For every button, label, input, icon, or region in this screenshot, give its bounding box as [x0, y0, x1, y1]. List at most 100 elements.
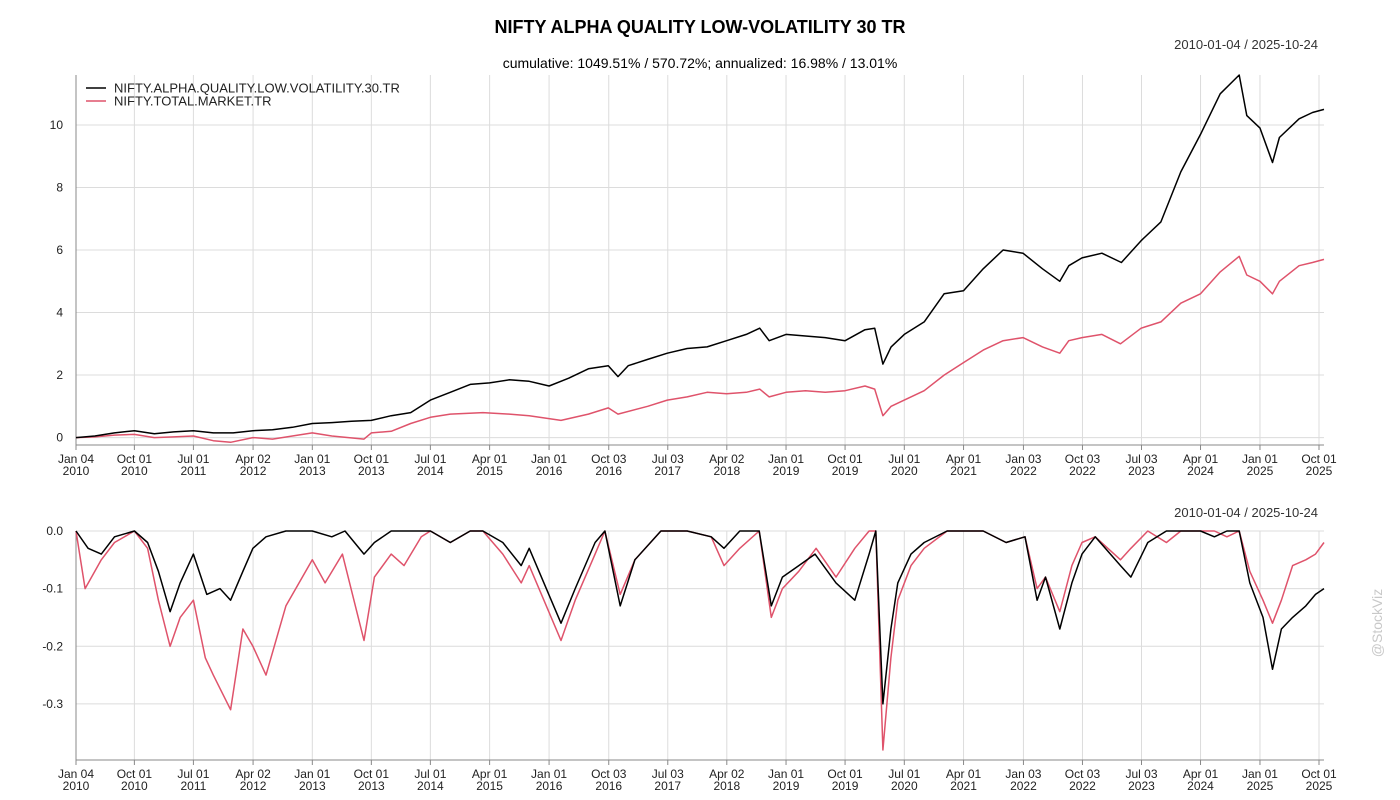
bottom-xtick-year: 2016	[595, 779, 622, 793]
top-xtick-label: Oct 01	[827, 452, 863, 466]
top-xtick-label: Oct 01	[354, 452, 390, 466]
bottom-xtick-year: 2011	[180, 779, 206, 793]
top-xtick-year: 2022	[1010, 464, 1037, 478]
bottom-xtick-label: Apr 02	[709, 767, 745, 781]
top-xtick-label: Oct 01	[117, 452, 153, 466]
bottom-xtick-label: Jul 03	[1125, 767, 1157, 781]
top-xtick-year: 2017	[654, 464, 681, 478]
top-xtick-year: 2019	[832, 464, 859, 478]
top-xtick-label: Jan 04	[58, 452, 94, 466]
bottom-xtick-year: 2015	[476, 779, 503, 793]
chart-subtitle: cumulative: 1049.51% / 570.72%; annualiz…	[502, 55, 898, 71]
top-ytick-label: 8	[56, 181, 63, 195]
bottom-xtick-label: Apr 01	[472, 767, 508, 781]
bottom-xtick-label: Jul 01	[888, 767, 920, 781]
bottom-xtick-label: Jul 03	[652, 767, 684, 781]
top-xtick-year: 2020	[891, 464, 918, 478]
bottom-xtick-year: 2012	[240, 779, 267, 793]
chart-title: NIFTY ALPHA QUALITY LOW-VOLATILITY 30 TR	[494, 17, 906, 37]
top-xtick-label: Apr 01	[472, 452, 508, 466]
top-xtick-label: Jan 03	[1005, 452, 1041, 466]
bottom-xtick-year: 2025	[1306, 779, 1333, 793]
top-xtick-label: Jul 01	[414, 452, 446, 466]
top-xtick-year: 2018	[713, 464, 740, 478]
top-xtick-label: Oct 03	[1065, 452, 1101, 466]
bottom-xtick-year: 2020	[891, 779, 918, 793]
bottom-xtick-year: 2019	[832, 779, 859, 793]
top-xtick-label: Jul 03	[1125, 452, 1157, 466]
bottom-xtick-label: Oct 01	[117, 767, 153, 781]
top-xtick-label: Jul 01	[888, 452, 920, 466]
bottom-xtick-label: Jan 01	[768, 767, 804, 781]
top-xtick-label: Jul 03	[652, 452, 684, 466]
top-xtick-year: 2023	[1128, 464, 1155, 478]
top-xtick-label: Oct 03	[591, 452, 627, 466]
bottom-xtick-label: Jan 04	[58, 767, 94, 781]
top-ytick-label: 2	[56, 368, 63, 382]
top-xtick-year: 2010	[63, 464, 90, 478]
bottom-series-line-1	[75, 530, 1325, 751]
bottom-xtick-label: Oct 01	[354, 767, 390, 781]
top-xtick-year: 2014	[417, 464, 444, 478]
bottom-xtick-label: Oct 01	[827, 767, 863, 781]
top-ytick-label: 0	[56, 431, 63, 445]
top-xtick-year: 2015	[476, 464, 503, 478]
bottom-xtick-year: 2013	[358, 779, 385, 793]
top-xtick-label: Jan 01	[531, 452, 567, 466]
bottom-xtick-year: 2010	[63, 779, 90, 793]
bottom-xtick-year: 2017	[654, 779, 681, 793]
bottom-xtick-year: 2022	[1069, 779, 1096, 793]
top-xtick-year: 2016	[595, 464, 622, 478]
top-xtick-label: Apr 01	[946, 452, 982, 466]
legend: NIFTY.ALPHA.QUALITY.LOW.VOLATILITY.30.TR…	[86, 81, 400, 109]
bottom-xtick-year: 2010	[121, 779, 148, 793]
bottom-xtick-label: Oct 03	[1065, 767, 1101, 781]
bottom-xtick-label: Apr 01	[1183, 767, 1219, 781]
bottom-xtick-year: 2022	[1010, 779, 1037, 793]
bottom-xtick-label: Jan 01	[1242, 767, 1278, 781]
bottom-xtick-label: Jul 01	[414, 767, 446, 781]
top-xtick-label: Apr 02	[235, 452, 271, 466]
bottom-xtick-label: Jul 01	[177, 767, 209, 781]
top-ytick-label: 10	[50, 118, 64, 132]
top-xtick-label: Jan 01	[1242, 452, 1278, 466]
bottom-xtick-label: Jan 03	[1005, 767, 1041, 781]
bottom-xtick-year: 2023	[1128, 779, 1155, 793]
top-xtick-label: Jan 01	[294, 452, 330, 466]
bottom-ytick-label: -0.3	[42, 697, 63, 711]
bottom-xtick-year: 2021	[950, 779, 977, 793]
top-xtick-year: 2013	[299, 464, 326, 478]
legend-label-1: NIFTY.TOTAL.MARKET.TR	[114, 94, 271, 109]
top-xtick-label: Oct 01	[1301, 452, 1337, 466]
bottom-xtick-year: 2024	[1187, 779, 1214, 793]
top-xtick-year: 2025	[1306, 464, 1333, 478]
top-xtick-year: 2021	[950, 464, 977, 478]
top-xtick-label: Apr 02	[709, 452, 745, 466]
bottom-xtick-year: 2014	[417, 779, 444, 793]
top-xtick-label: Jan 01	[768, 452, 804, 466]
bottom-xtick-year: 2025	[1247, 779, 1274, 793]
bottom-ytick-label: -0.2	[42, 639, 63, 653]
bottom-xtick-label: Apr 01	[946, 767, 982, 781]
top-xtick-label: Apr 01	[1183, 452, 1219, 466]
bottom-ytick-label: 0.0	[46, 524, 63, 538]
bottom-ytick-label: -0.1	[42, 582, 63, 596]
top-series-line-0	[75, 74, 1325, 439]
top-xtick-year: 2019	[773, 464, 800, 478]
top-xtick-label: Jul 01	[177, 452, 209, 466]
bottom-xtick-label: Oct 03	[591, 767, 627, 781]
date-range-bottom: 2010-01-04 / 2025-10-24	[1174, 505, 1318, 520]
bottom-xtick-year: 2016	[536, 779, 563, 793]
bottom-xtick-label: Apr 02	[235, 767, 271, 781]
top-ytick-label: 4	[56, 306, 63, 320]
date-range-top: 2010-01-04 / 2025-10-24	[1174, 37, 1318, 52]
bottom-xtick-year: 2013	[299, 779, 326, 793]
top-xtick-year: 2025	[1247, 464, 1274, 478]
bottom-xtick-label: Oct 01	[1301, 767, 1337, 781]
top-xtick-year: 2013	[358, 464, 385, 478]
top-xtick-year: 2010	[121, 464, 148, 478]
top-xtick-year: 2024	[1187, 464, 1214, 478]
